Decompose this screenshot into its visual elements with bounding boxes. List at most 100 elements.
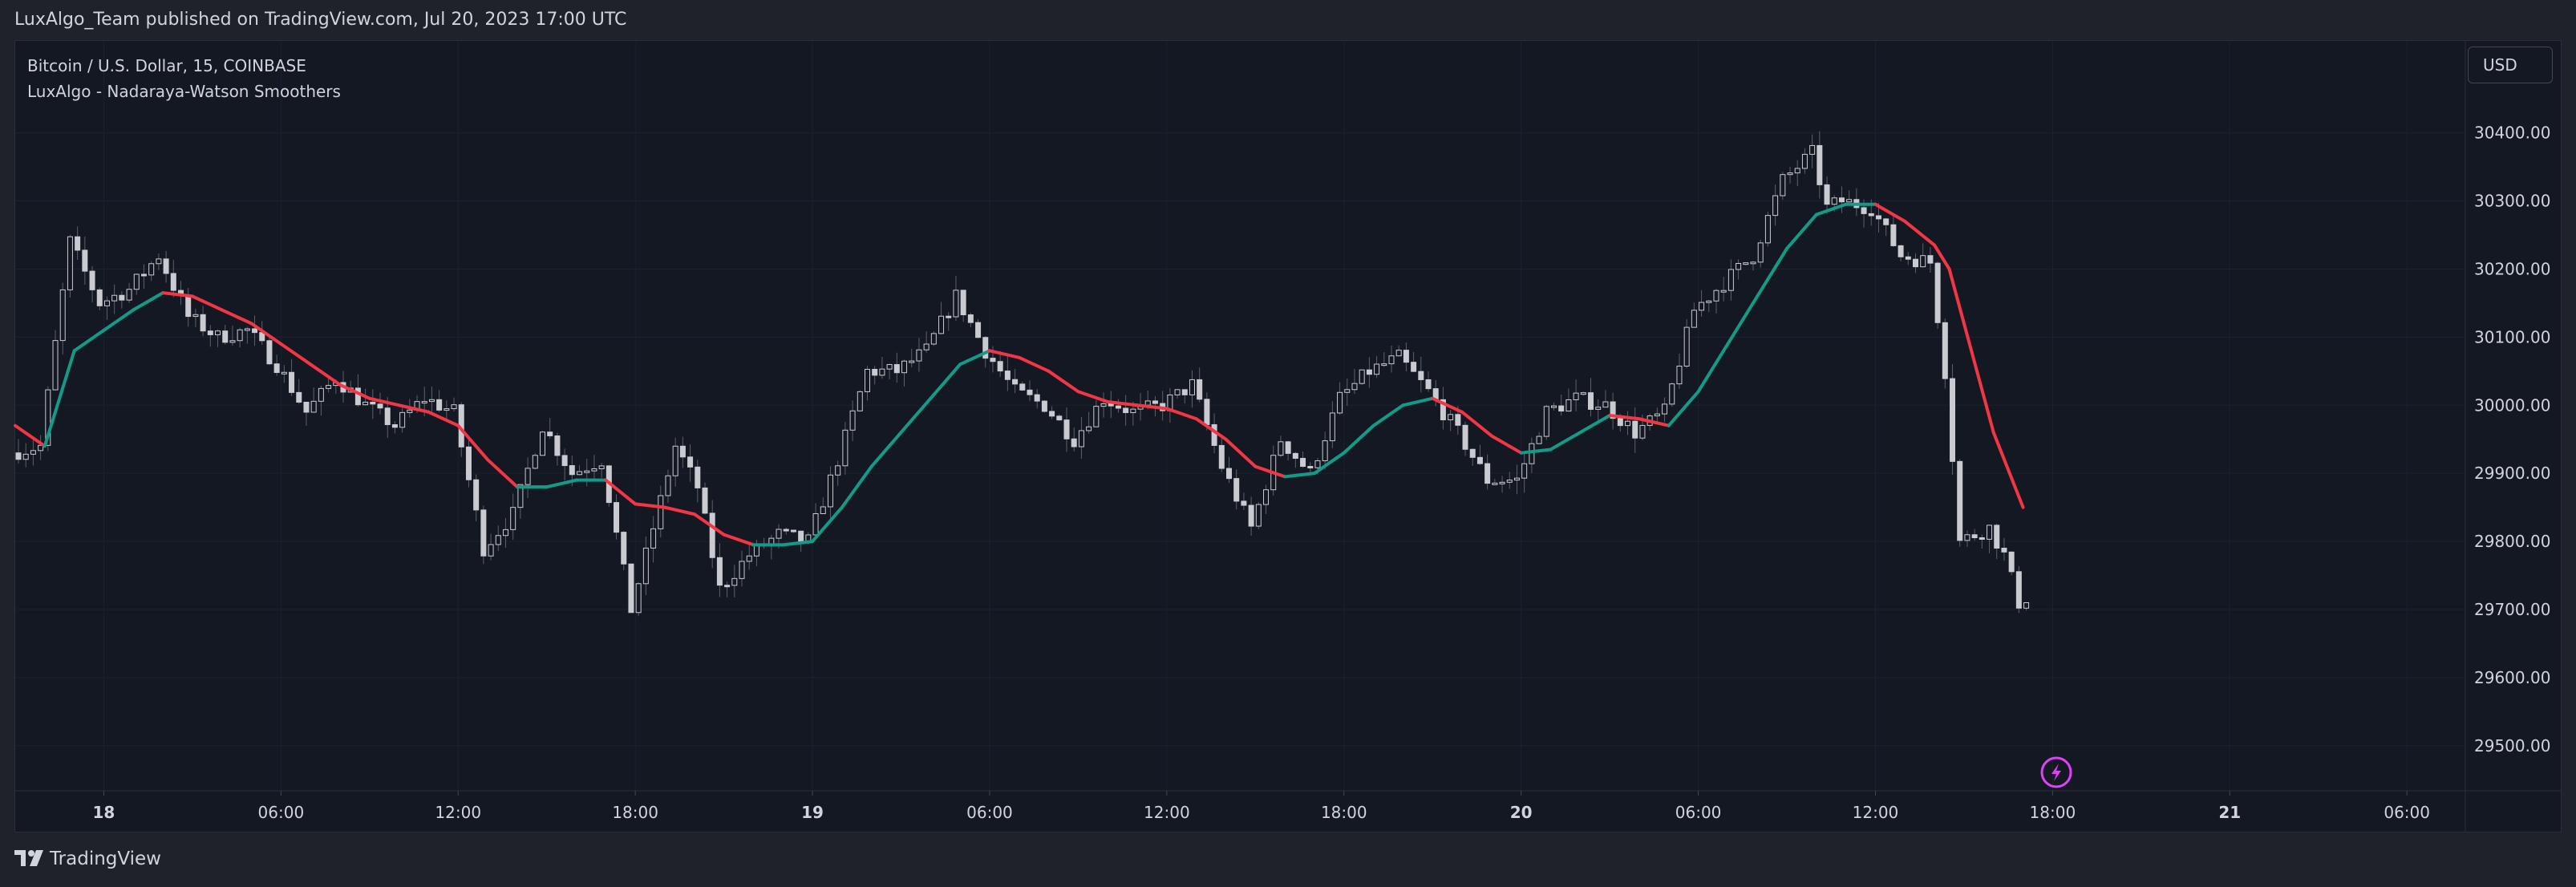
candle bbox=[2001, 548, 2007, 553]
candle bbox=[1801, 153, 1808, 169]
candle bbox=[1588, 392, 1594, 410]
candle bbox=[1529, 443, 1535, 464]
candle bbox=[1817, 144, 1823, 185]
candle bbox=[1484, 463, 1491, 484]
candle bbox=[1455, 414, 1461, 426]
candle bbox=[709, 512, 715, 558]
price-tick-label: 29900.00 bbox=[2474, 464, 2550, 483]
candle bbox=[739, 561, 745, 579]
candle bbox=[1314, 460, 1321, 468]
alert-icon[interactable] bbox=[2040, 756, 2072, 788]
candle bbox=[103, 300, 110, 306]
candle bbox=[1595, 407, 1602, 410]
candle bbox=[1602, 401, 1609, 408]
candle bbox=[428, 399, 435, 403]
candle bbox=[1041, 400, 1047, 412]
smoother-segment bbox=[1106, 400, 1140, 407]
candle bbox=[1476, 456, 1483, 464]
candle bbox=[1063, 419, 1070, 439]
candle bbox=[1093, 406, 1100, 427]
price-tick-label: 30200.00 bbox=[2474, 259, 2550, 278]
candle bbox=[584, 470, 590, 473]
smoother-segment bbox=[692, 512, 726, 537]
candle bbox=[488, 544, 494, 557]
candle bbox=[96, 289, 103, 306]
smoother-segment bbox=[1637, 417, 1671, 427]
candle bbox=[480, 509, 487, 557]
candle bbox=[1462, 424, 1468, 450]
candle bbox=[997, 361, 1003, 372]
smoother-segment bbox=[604, 478, 638, 506]
smoother-segment bbox=[1947, 267, 1966, 326]
candle bbox=[893, 364, 900, 374]
candle bbox=[1736, 262, 1742, 270]
candle bbox=[326, 385, 332, 389]
candle bbox=[67, 236, 73, 290]
smoother-segment bbox=[220, 308, 253, 326]
alert-icon-circle[interactable] bbox=[2040, 756, 2072, 788]
candle bbox=[1669, 383, 1675, 405]
candle bbox=[1750, 261, 1756, 265]
candle bbox=[1248, 504, 1254, 527]
time-axis: 18 06:00 12:00 18:00 19 06:00 12:00 18:00 20 06:0… bbox=[93, 791, 2430, 822]
smoother-layer bbox=[14, 202, 2025, 547]
smoother-segment bbox=[456, 423, 490, 462]
candle bbox=[495, 535, 501, 545]
candle bbox=[354, 387, 361, 406]
candle bbox=[1838, 197, 1845, 203]
smoother-segment bbox=[1342, 423, 1375, 455]
smoother-segment bbox=[1696, 342, 1730, 394]
candle bbox=[1558, 405, 1565, 412]
candle bbox=[156, 258, 162, 265]
smoother-segment bbox=[1991, 431, 2025, 509]
candle bbox=[1425, 379, 1432, 390]
candle bbox=[1374, 363, 1380, 375]
chart-frame[interactable] bbox=[14, 40, 2562, 832]
candle bbox=[746, 555, 752, 562]
tradingview-brand[interactable]: TradingView bbox=[50, 849, 161, 869]
candle bbox=[1366, 369, 1372, 375]
candle bbox=[783, 529, 789, 532]
candle bbox=[1506, 480, 1513, 483]
candle bbox=[296, 391, 302, 403]
candle bbox=[1905, 256, 1911, 260]
candle bbox=[577, 471, 583, 476]
candle bbox=[716, 557, 723, 586]
time-tick-label: 18 bbox=[93, 803, 115, 822]
candle bbox=[421, 401, 427, 404]
time-tick-label: 06:00 bbox=[258, 803, 305, 822]
smoother-segment bbox=[1254, 464, 1287, 479]
candle bbox=[1831, 197, 1837, 205]
smoother-segment bbox=[102, 308, 136, 332]
candle bbox=[399, 411, 406, 428]
smoother-segment bbox=[249, 322, 283, 346]
candle bbox=[554, 435, 561, 456]
candle bbox=[52, 340, 59, 391]
price-axis-area[interactable] bbox=[2465, 41, 2561, 791]
candle bbox=[702, 487, 708, 514]
currency-button[interactable]: USD bbox=[2468, 47, 2553, 83]
smoother-segment bbox=[1460, 410, 1493, 438]
tradingview-logo-icon[interactable] bbox=[14, 849, 47, 868]
candle bbox=[864, 369, 870, 392]
candle bbox=[1255, 504, 1262, 527]
smoother-segment bbox=[811, 505, 844, 544]
candle bbox=[1713, 290, 1719, 302]
candle bbox=[665, 475, 671, 496]
candle bbox=[1329, 412, 1335, 442]
candle bbox=[1278, 441, 1284, 456]
symbol-title[interactable]: Bitcoin / U.S. Dollar, 15, COINBASE bbox=[27, 56, 306, 75]
candle bbox=[1418, 371, 1424, 380]
candle bbox=[569, 465, 575, 476]
candle bbox=[473, 479, 480, 511]
candle bbox=[614, 502, 620, 533]
candle bbox=[842, 429, 849, 467]
candle bbox=[1957, 460, 1963, 541]
candle bbox=[879, 368, 885, 376]
smoother-segment bbox=[161, 291, 194, 298]
candle bbox=[2008, 551, 2015, 573]
indicator-title[interactable]: LuxAlgo - Nadaraya-Watson Smoothers bbox=[27, 82, 341, 101]
smoother-segment bbox=[1962, 322, 1995, 435]
candle bbox=[1743, 262, 1749, 265]
